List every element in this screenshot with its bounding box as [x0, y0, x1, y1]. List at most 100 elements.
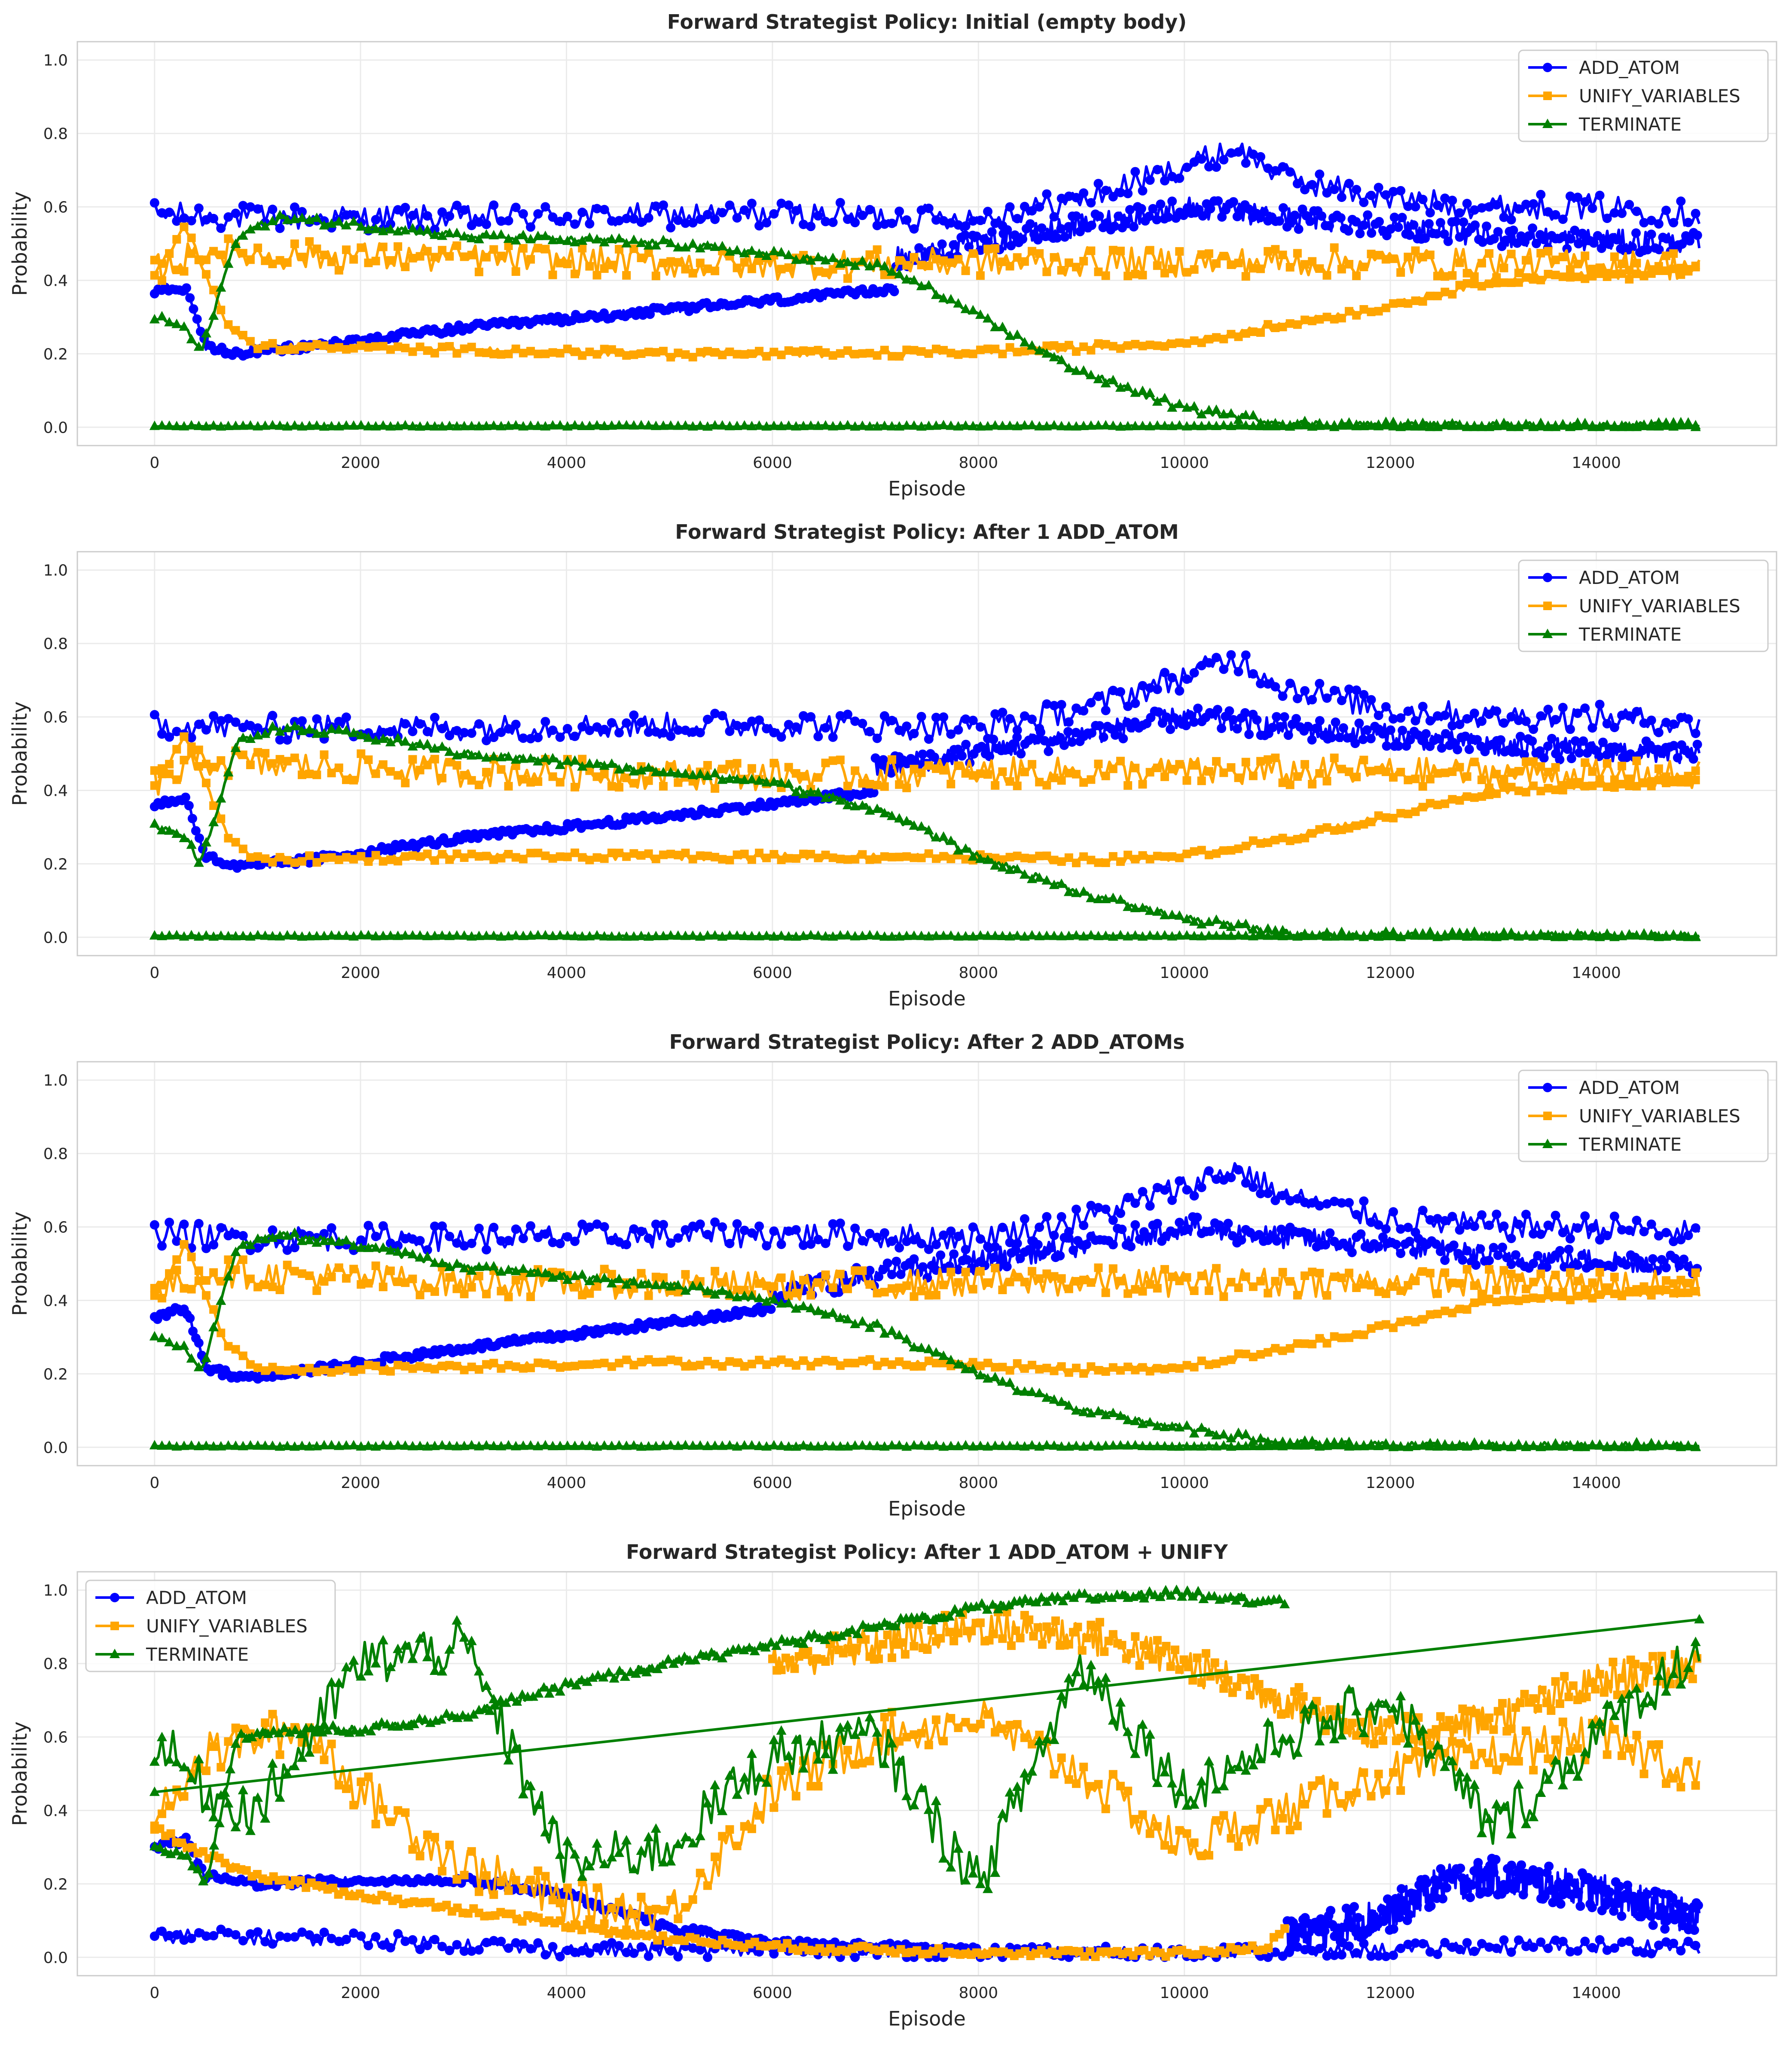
data-point — [186, 930, 197, 940]
data-point — [1271, 1344, 1280, 1353]
data-point — [843, 274, 852, 283]
data-point — [356, 221, 366, 231]
data-point — [1543, 207, 1553, 217]
data-point — [1249, 1352, 1258, 1361]
data-point — [1573, 260, 1582, 269]
data-point — [857, 1316, 868, 1326]
data-point — [850, 800, 861, 810]
data-point — [1064, 1284, 1073, 1293]
data-point — [1359, 263, 1368, 272]
data-point — [253, 1243, 263, 1253]
data-point — [534, 777, 543, 786]
data-point — [1190, 761, 1199, 770]
data-point — [253, 204, 263, 214]
data-point — [1513, 420, 1524, 430]
data-point — [964, 242, 974, 252]
data-point — [931, 420, 941, 430]
data-point — [599, 421, 610, 431]
data-point — [968, 421, 978, 431]
data-point — [1248, 931, 1258, 941]
data-point — [1276, 722, 1285, 732]
y-tick-label: 0.8 — [43, 635, 68, 653]
data-point — [607, 260, 616, 269]
data-point — [1418, 702, 1428, 712]
data-point — [1233, 414, 1244, 424]
data-point — [887, 1236, 897, 1246]
data-point — [975, 930, 986, 940]
data-point — [1676, 1276, 1685, 1285]
data-point — [1174, 420, 1185, 430]
data-point — [1367, 1324, 1376, 1333]
data-point — [1130, 1220, 1140, 1230]
data-point — [1374, 766, 1383, 775]
data-point — [865, 250, 874, 259]
data-point — [438, 850, 447, 859]
data-point — [415, 1236, 425, 1246]
data-point — [1632, 1285, 1641, 1294]
data-point — [1020, 853, 1029, 862]
data-point — [835, 198, 845, 208]
data-point — [1684, 267, 1693, 276]
data-point — [187, 1253, 196, 1262]
data-point — [1455, 796, 1464, 805]
data-point — [711, 1267, 720, 1276]
data-point — [1654, 1231, 1664, 1241]
data-point — [688, 1362, 697, 1371]
data-point — [614, 783, 623, 792]
data-point — [1028, 247, 1037, 256]
data-point — [172, 266, 181, 275]
data-point — [1432, 229, 1441, 239]
data-point — [267, 931, 278, 941]
data-point — [725, 1357, 734, 1366]
data-point — [1005, 262, 1014, 271]
data-point — [983, 854, 993, 864]
data-point — [725, 200, 735, 210]
data-point — [268, 1282, 277, 1291]
data-point — [1079, 706, 1089, 716]
data-point — [253, 852, 263, 861]
data-point — [1610, 1272, 1619, 1281]
data-point — [253, 748, 263, 757]
data-point — [918, 1262, 928, 1272]
data-point — [578, 244, 587, 253]
data-point — [1035, 249, 1044, 258]
data-point — [1618, 269, 1627, 278]
data-point — [1240, 1429, 1251, 1439]
data-point — [1410, 421, 1421, 431]
data-point — [1285, 1277, 1294, 1286]
data-point — [231, 1930, 241, 1940]
data-point — [998, 1285, 1007, 1294]
data-point — [1050, 1366, 1059, 1375]
data-point — [172, 775, 181, 784]
data-point — [869, 788, 879, 797]
data-point — [1617, 931, 1627, 941]
data-point — [960, 303, 971, 313]
data-point — [1138, 851, 1147, 860]
data-point — [711, 852, 720, 862]
data-point — [1603, 1286, 1612, 1295]
data-point — [1594, 421, 1605, 431]
data-point — [732, 421, 742, 431]
data-point — [968, 771, 977, 780]
data-point — [357, 1280, 366, 1289]
legend-label: ADD_ATOM — [1579, 1077, 1680, 1098]
data-point — [983, 1278, 992, 1287]
data-point — [769, 420, 779, 430]
data-point — [1329, 1197, 1339, 1207]
data-point — [1374, 251, 1383, 260]
data-point — [1217, 724, 1227, 733]
data-point — [1578, 736, 1588, 746]
data-point — [1198, 211, 1208, 221]
data-point — [1417, 930, 1428, 940]
data-point — [1079, 257, 1088, 266]
data-point — [585, 1360, 594, 1369]
data-point — [1131, 339, 1140, 348]
data-point — [666, 762, 675, 771]
data-point — [562, 755, 573, 765]
data-point — [857, 800, 868, 810]
data-point — [733, 263, 742, 272]
data-point — [1514, 1219, 1523, 1229]
data-point — [1095, 721, 1105, 731]
data-point — [1033, 235, 1043, 245]
data-point — [1204, 850, 1213, 859]
